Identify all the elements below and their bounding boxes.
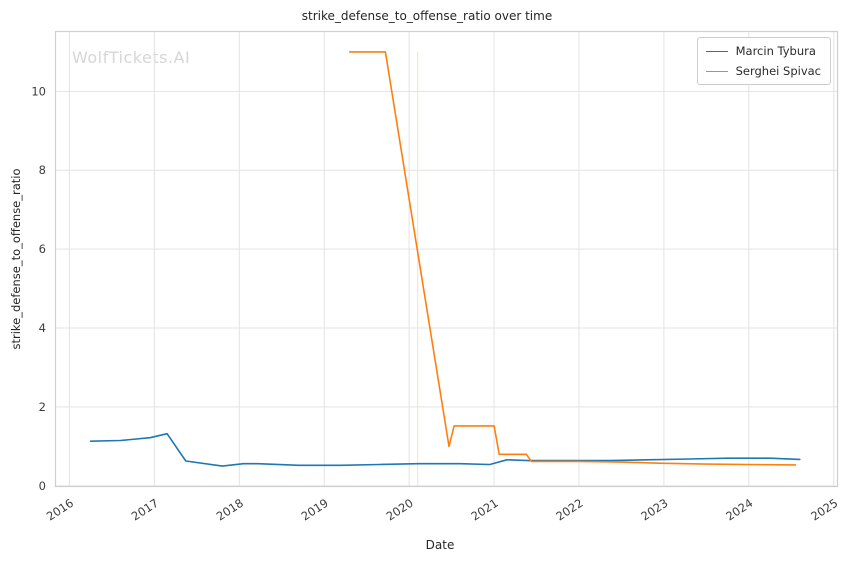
x-tick-label: 2024	[723, 496, 755, 524]
x-axis-label: Date	[425, 538, 455, 552]
series-line-marcin-tybura	[89, 432, 801, 467]
y-tick-label: 6	[39, 242, 46, 256]
x-tick-label: 2018	[214, 496, 246, 524]
legend: Marcin Tybura Serghei Spivac	[696, 37, 831, 85]
watermark: WolfTickets.AI	[72, 48, 191, 67]
legend-line-swatch	[705, 70, 728, 72]
y-tick-label: 0	[39, 479, 46, 493]
legend-item: Marcin Tybura	[705, 44, 821, 58]
y-axis-label: strike_defense_to_offense_ratio	[9, 168, 23, 350]
x-tick-label: 2020	[384, 496, 416, 524]
y-tick-label: 2	[39, 400, 46, 414]
x-tick-label: 2025	[808, 496, 840, 524]
x-tick-label: 2023	[638, 496, 670, 524]
legend-item: Serghei Spivac	[705, 64, 821, 78]
plot-border	[54, 30, 839, 488]
x-tick-label: 2017	[129, 496, 161, 524]
legend-line-swatch	[705, 50, 728, 52]
x-tick-label: 2021	[469, 496, 501, 524]
y-tick-label: 4	[39, 321, 46, 335]
x-tick-label: 2016	[44, 496, 76, 524]
x-tick-label: 2019	[299, 496, 331, 524]
x-tick-label: 2022	[553, 496, 585, 524]
series-line-serghei-spivac	[348, 51, 797, 466]
y-tick-label: 10	[31, 84, 46, 98]
legend-label: Serghei Spivac	[735, 64, 821, 78]
y-tick-label: 8	[39, 163, 46, 177]
legend-label: Marcin Tybura	[735, 44, 816, 58]
chart-title: strike_defense_to_offense_ratio over tim…	[301, 9, 553, 23]
